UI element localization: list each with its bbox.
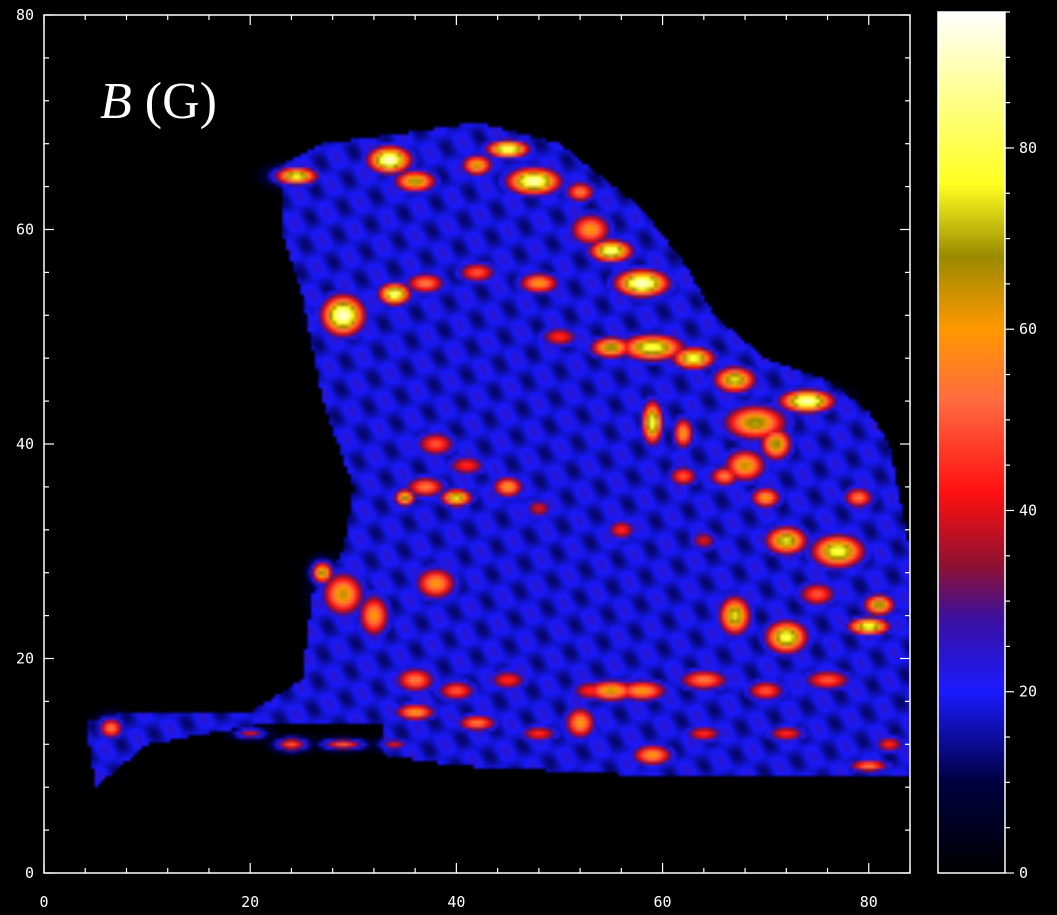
colorbar-tick-label: 20	[1019, 683, 1037, 701]
x-tick-label: 0	[39, 893, 48, 911]
chart-title-symbol: B	[100, 73, 132, 130]
y-tick-label: 80	[16, 6, 34, 24]
colorbar-ticks: 0 20 40 60 80	[1005, 11, 1037, 882]
y-tick-label: 20	[16, 650, 34, 668]
y-tick-label: 40	[16, 435, 34, 453]
x-tick-label: 80	[860, 893, 878, 911]
x-tick-label: 40	[447, 893, 465, 911]
colorbar	[938, 12, 1005, 873]
x-tick-label: 20	[241, 893, 259, 911]
colorbar-tick-label: 80	[1019, 139, 1037, 157]
plot-ticks: 0 20 40 60 80 0 20 40 60 80	[16, 6, 911, 911]
heatmap-image	[44, 15, 910, 873]
y-tick-label: 60	[16, 221, 34, 239]
colorbar-frame	[937, 11, 1006, 874]
heatmap-raster	[44, 15, 910, 873]
y-tick-label: 0	[25, 864, 34, 882]
chart-title: B (G)	[100, 73, 217, 130]
chart-title-unit: (G)	[132, 73, 217, 130]
colorbar-tick-label: 40	[1019, 501, 1037, 519]
x-tick-label: 60	[654, 893, 672, 911]
colorbar-tick-label: 0	[1019, 864, 1028, 882]
colorbar-tick-label: 60	[1019, 320, 1037, 338]
